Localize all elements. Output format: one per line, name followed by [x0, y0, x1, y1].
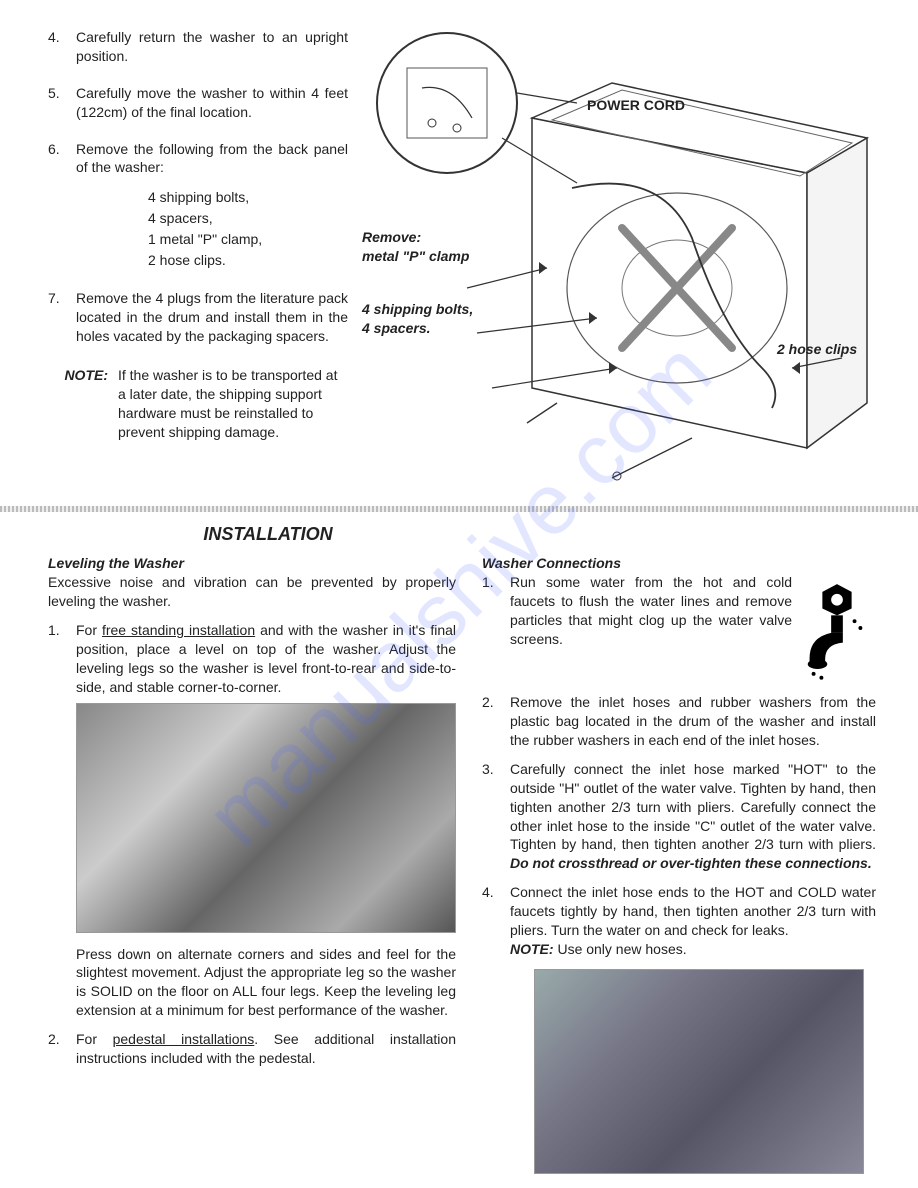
s1c: Press down on alternate corners and side… [76, 946, 456, 1019]
step-body: For pedestal installations. See addition… [76, 1030, 456, 1068]
s2u: pedestal installations [113, 1031, 255, 1047]
inlet-valves-photo [534, 969, 864, 1174]
prep-steps: 4. Carefully return the washer to an upr… [48, 28, 348, 346]
conn-step-4: 4. Connect the inlet hose ends to the HO… [482, 883, 876, 959]
s4-note-label: NOTE: [510, 941, 554, 957]
step-num: 6. [48, 140, 76, 272]
step-text: Carefully move the washer to within 4 fe… [76, 84, 348, 122]
step-num: 2. [48, 1030, 76, 1068]
step-4: 4. Carefully return the washer to an upr… [48, 28, 348, 66]
step-num: 4. [48, 28, 76, 66]
step-body: Connect the inlet hose ends to the HOT a… [510, 883, 876, 959]
step-7: 7. Remove the 4 plugs from the literatur… [48, 289, 348, 346]
label-remove-1: Remove: [362, 228, 469, 247]
label-remove: Remove: metal "P" clamp [362, 228, 469, 266]
step-6-intro: Remove the following from the back panel… [76, 141, 348, 176]
leveling-subhead: Leveling the Washer [48, 554, 456, 573]
connections-list: 1. Run some water from the hot and cold … [482, 573, 876, 959]
s1u: free standing installation [102, 622, 255, 638]
conn-step-1: 1. Run some water from the hot and cold … [482, 573, 876, 683]
label-remove-2: metal "P" clamp [362, 247, 469, 266]
leveling-step-2: 2. For pedestal installations. See addit… [48, 1030, 456, 1068]
step-text: Remove the following from the back panel… [76, 140, 348, 272]
step-num: 3. [482, 760, 510, 873]
s4: Connect the inlet hose ends to the HOT a… [510, 884, 876, 938]
step-6-sublist: 4 shipping bolts, 4 spacers, 1 metal "P"… [148, 187, 348, 271]
step-num: 5. [48, 84, 76, 122]
step-num: 7. [48, 289, 76, 346]
step-6: 6. Remove the following from the back pa… [48, 140, 348, 272]
connections-subhead: Washer Connections [482, 554, 876, 573]
sub-item: 2 hose clips. [148, 250, 348, 271]
sub-item: 1 metal "P" clamp, [148, 229, 348, 250]
leveling-leg-photo [76, 703, 456, 933]
s3a: Carefully connect the inlet hose marked … [510, 761, 876, 853]
col-leveling: Leveling the Washer Excessive noise and … [48, 554, 456, 1173]
s3b: Do not crossthread or over-tighten these… [510, 855, 872, 871]
section-divider [0, 506, 918, 512]
step-text: Carefully return the washer to an uprigh… [76, 28, 348, 66]
leveling-list: 1. For free standing installation and wi… [48, 621, 456, 1068]
label-hose-clips: 2 hose clips [777, 340, 857, 359]
step-body: Run some water from the hot and cold fau… [510, 573, 876, 683]
faucet-icon [798, 573, 876, 683]
label-bolts-1: 4 shipping bolts, [362, 300, 473, 319]
sub-item: 4 shipping bolts, [148, 187, 348, 208]
label-bolts-2: 4 spacers. [362, 319, 473, 338]
installation-cols: Leveling the Washer Excessive noise and … [48, 554, 876, 1173]
step-body: Remove the inlet hoses and rubber washer… [510, 693, 876, 750]
s1a: For [76, 622, 102, 638]
top-section: 4. Carefully return the washer to an upr… [48, 28, 876, 488]
step-5: 5. Carefully move the washer to within 4… [48, 84, 348, 122]
leveling-step-1: 1. For free standing installation and wi… [48, 621, 456, 1020]
conn-step-2: 2. Remove the inlet hoses and rubber was… [482, 693, 876, 750]
note-text: If the washer is to be transported at a … [118, 366, 348, 442]
step-num: 1. [482, 573, 510, 683]
step-text: Remove the 4 plugs from the literature p… [76, 289, 348, 346]
s2a: For [76, 1031, 113, 1047]
col-connections: Washer Connections 1. [482, 554, 876, 1173]
sub-item: 4 spacers, [148, 208, 348, 229]
step-body: Carefully connect the inlet hose marked … [510, 760, 876, 873]
label-bolts: 4 shipping bolts, 4 spacers. [362, 300, 473, 338]
top-text-col: 4. Carefully return the washer to an upr… [48, 28, 348, 488]
step-num: 4. [482, 883, 510, 959]
s1: Run some water from the hot and cold fau… [510, 574, 792, 647]
leveling-intro: Excessive noise and vibration can be pre… [48, 573, 456, 611]
installation-title: INSTALLATION [48, 522, 488, 546]
conn-step-3: 3. Carefully connect the inlet hose mark… [482, 760, 876, 873]
note-label: NOTE: [48, 366, 118, 442]
note: NOTE: If the washer is to be transported… [48, 366, 348, 442]
washer-diagram: POWER CORD Remove: metal "P" clamp 4 shi… [362, 28, 876, 488]
step-num: 1. [48, 621, 76, 1020]
s4-note: Use only new hoses. [554, 941, 687, 957]
step-num: 2. [482, 693, 510, 750]
step-body: For free standing installation and with … [76, 621, 456, 1020]
label-power-cord: POWER CORD [587, 96, 685, 115]
